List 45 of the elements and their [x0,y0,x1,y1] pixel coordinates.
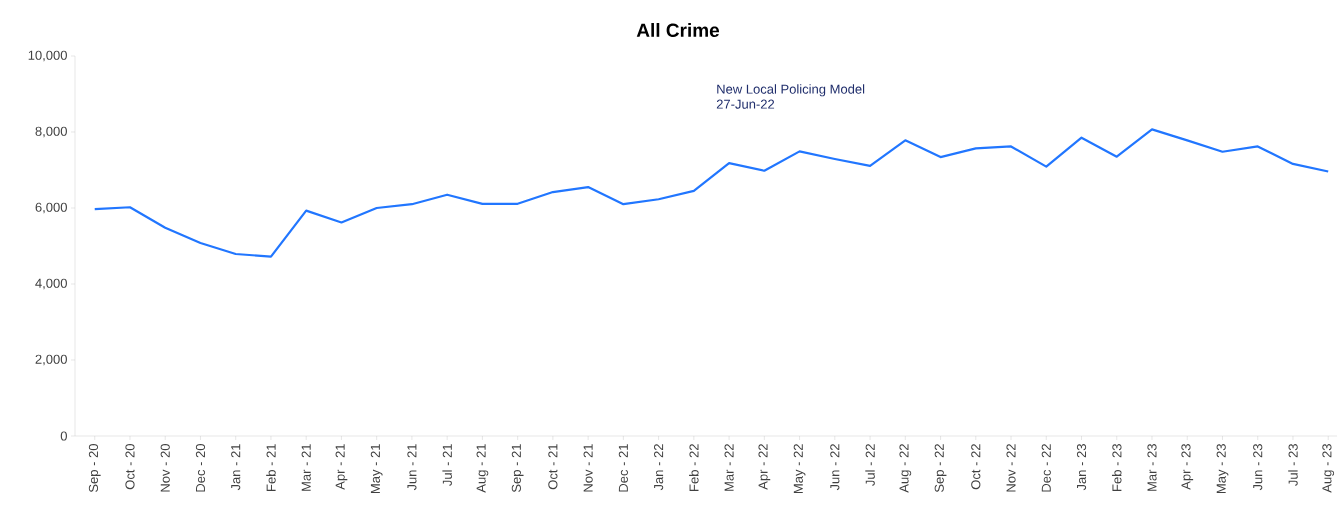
x-tick-label: Apr - 23 [1181,444,1194,490]
x-tick-label: May - 22 [793,444,806,494]
x-tick-label: Mar - 22 [724,444,734,491]
y-tick-label: 10,000 [28,50,67,62]
x-tick-label: Oct - 20 [125,444,135,490]
x-tick-label: Jul - 21 [442,444,452,486]
y-tick-label: 4,000 [35,278,67,290]
x-tick-label: Dec - 21 [618,444,628,492]
x-tick-label: Oct - 22 [971,444,981,490]
x-tick-label: Jun - 21 [407,444,417,491]
x-tick-label: Feb - 21 [266,444,276,491]
line-series [93,128,1330,258]
x-tick-label: Feb - 22 [689,444,699,491]
x-tick-label: Feb - 23 [1111,444,1122,491]
x-tick-label: Nov - 21 [583,444,593,492]
y-tick-label: 2,000 [35,354,67,366]
y-tick-label: 0 [60,431,67,441]
x-tick-label: Jan - 23 [1076,444,1087,491]
x-tick-label: Oct - 21 [548,444,558,490]
x-tick-label: Aug - 22 [899,444,912,493]
x-tick-label: Mar - 21 [301,444,311,491]
x-tick-label: Jul - 22 [865,444,875,486]
x-tick-label: Sep - 20 [88,444,101,493]
y-tick-label: 8,000 [35,126,67,138]
x-tick-label: Sep - 22 [934,444,947,493]
x-tick-label: Aug - 21 [476,444,489,493]
x-tick-label: Jun - 22 [830,444,840,491]
x-tick-label: Apr - 21 [335,444,348,490]
x-tick-label: Dec - 20 [195,444,206,492]
x-tick-label: Jun - 23 [1253,444,1263,491]
x-tick-label: Jul - 23 [1288,444,1298,486]
x-tick-label: Nov - 22 [1006,444,1016,492]
x-tick-label: Jan - 21 [231,444,241,491]
x-tick-label: Mar - 23 [1147,444,1157,491]
annotation: New Local Policing Model 27-Jun-22 [716,84,865,109]
chart-title: All Crime [636,23,720,37]
x-tick-label: May - 21 [370,444,383,494]
x-tick-label: Dec - 22 [1041,444,1051,492]
x-tick-label: Aug - 23 [1322,444,1335,493]
y-tick-label: 6,000 [35,202,67,214]
x-tick-label: Nov - 20 [160,444,170,492]
x-tick-label: May - 23 [1216,444,1229,494]
x-tick-label: Apr - 22 [758,444,771,490]
x-tick-label: Sep - 21 [511,444,524,493]
x-tick-label: Jan - 22 [654,444,664,491]
